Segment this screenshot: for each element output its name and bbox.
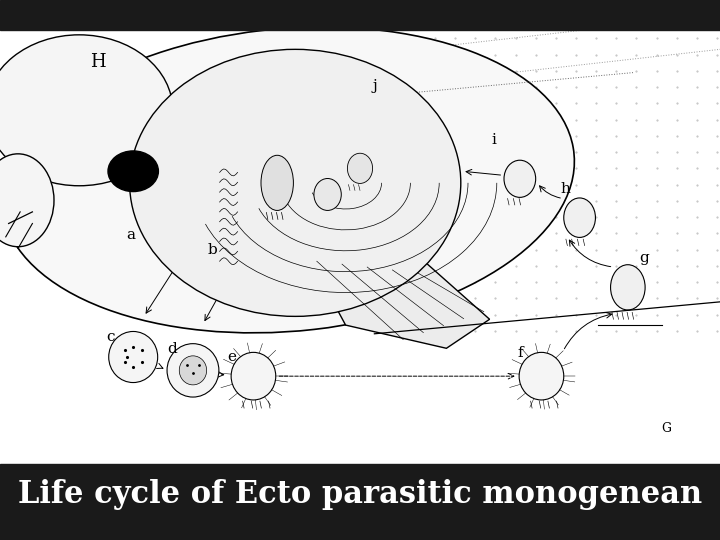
Text: Life cycle of Ecto parasitic monogenean: Life cycle of Ecto parasitic monogenean bbox=[18, 480, 702, 510]
Ellipse shape bbox=[314, 179, 341, 211]
Text: i: i bbox=[491, 133, 496, 147]
Text: b: b bbox=[207, 243, 217, 257]
Text: e: e bbox=[227, 350, 236, 364]
Ellipse shape bbox=[1, 27, 575, 333]
Text: g: g bbox=[639, 252, 649, 265]
Text: h: h bbox=[560, 182, 570, 195]
Text: a: a bbox=[126, 228, 135, 242]
Text: c: c bbox=[107, 330, 115, 345]
Circle shape bbox=[108, 151, 158, 192]
Text: d: d bbox=[698, 1, 708, 15]
Ellipse shape bbox=[261, 156, 294, 211]
Ellipse shape bbox=[564, 198, 595, 238]
Text: H: H bbox=[90, 53, 106, 71]
Ellipse shape bbox=[504, 160, 536, 197]
Ellipse shape bbox=[347, 153, 373, 184]
Ellipse shape bbox=[519, 353, 564, 400]
Ellipse shape bbox=[611, 265, 645, 310]
Ellipse shape bbox=[0, 154, 54, 247]
Ellipse shape bbox=[231, 353, 276, 400]
Text: d: d bbox=[167, 342, 177, 356]
Ellipse shape bbox=[179, 356, 207, 385]
Text: f: f bbox=[517, 346, 523, 360]
Text: j: j bbox=[373, 79, 378, 93]
Ellipse shape bbox=[0, 35, 173, 186]
Ellipse shape bbox=[167, 343, 219, 397]
Text: G: G bbox=[661, 422, 671, 435]
Ellipse shape bbox=[109, 332, 158, 382]
Circle shape bbox=[130, 49, 461, 316]
Polygon shape bbox=[310, 238, 490, 348]
